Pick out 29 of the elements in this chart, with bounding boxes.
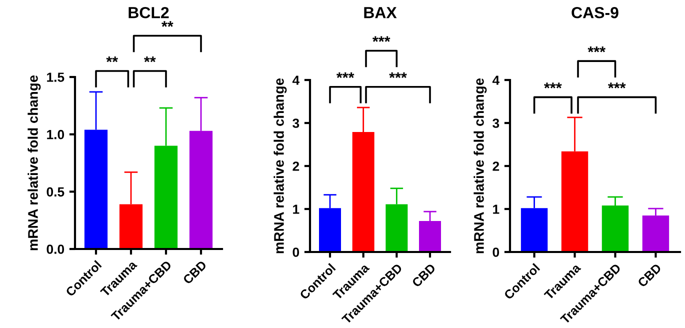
- y-tick-label: 1: [293, 204, 300, 214]
- text: ***: [389, 72, 407, 78]
- y-tick-label: 0.5: [46, 187, 64, 197]
- y-axis-title: mRNA relative fold change: [28, 75, 41, 250]
- annotation: ***: [544, 82, 562, 88]
- chart-title: BCL2: [128, 6, 169, 18]
- y-tick-label: 1.0: [47, 130, 64, 140]
- annotation: ***: [608, 82, 626, 88]
- text: ***: [336, 72, 354, 78]
- text: ***: [588, 46, 606, 52]
- text: **: [106, 56, 118, 62]
- y-tick-label: 1.5: [47, 72, 64, 82]
- y-tick-label: 2: [292, 162, 300, 171]
- text: **: [162, 21, 174, 27]
- y-tick-label: 2: [492, 162, 500, 171]
- y-tick-label: 0: [292, 248, 300, 257]
- y-axis-title: mRNA relative fold change: [274, 78, 287, 254]
- y-tick-label: 0.0: [46, 244, 64, 254]
- y-axis-title: mRNA relative fold change: [474, 78, 487, 254]
- y-tick-label: 4: [292, 76, 300, 85]
- chart-title: BAX: [364, 7, 397, 18]
- y-tick-label: 1: [493, 204, 500, 214]
- text: ***: [372, 36, 390, 42]
- chart-title: CAS-9: [572, 6, 618, 18]
- y-tick-label: 0: [492, 248, 500, 257]
- y-tick-label: 3: [292, 118, 300, 128]
- y-tick-label: 4: [492, 76, 500, 85]
- text: **: [144, 56, 156, 62]
- y-tick-label: 3: [492, 118, 500, 128]
